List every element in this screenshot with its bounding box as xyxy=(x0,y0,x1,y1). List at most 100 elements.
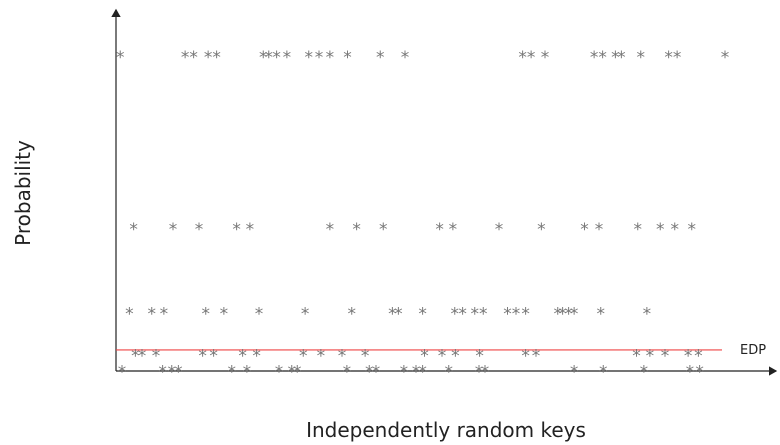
y-axis-label: Probability xyxy=(11,140,35,246)
data-point: * xyxy=(181,48,190,68)
data-point: * xyxy=(168,363,177,383)
data-point: * xyxy=(558,304,567,324)
data-point: * xyxy=(304,48,313,68)
data-point: * xyxy=(537,220,546,240)
data-point: * xyxy=(272,48,281,68)
data-point: * xyxy=(451,346,460,366)
data-point: * xyxy=(299,346,308,366)
data-point: * xyxy=(412,363,421,383)
data-point: * xyxy=(656,220,665,240)
data-point: * xyxy=(481,363,490,383)
data-point: * xyxy=(637,48,646,68)
data-point: * xyxy=(643,304,652,324)
data-point: * xyxy=(580,220,589,240)
data-point: * xyxy=(394,304,403,324)
data-point: * xyxy=(617,48,626,68)
data-point: * xyxy=(435,220,444,240)
data-point: * xyxy=(212,48,221,68)
data-point: * xyxy=(343,48,352,68)
data-point: * xyxy=(661,346,670,366)
data-point: * xyxy=(204,48,213,68)
data-point: * xyxy=(471,304,480,324)
data-point: * xyxy=(227,363,236,383)
data-point: * xyxy=(599,363,608,383)
data-point: * xyxy=(275,363,284,383)
data-point: * xyxy=(687,220,696,240)
data-point: * xyxy=(174,363,183,383)
data-point: * xyxy=(590,48,599,68)
data-point: * xyxy=(570,363,579,383)
data-point: * xyxy=(686,363,695,383)
data-point: * xyxy=(475,346,484,366)
data-point: * xyxy=(670,220,679,240)
data-point: * xyxy=(595,220,604,240)
data-point: * xyxy=(401,48,410,68)
data-point: * xyxy=(138,346,147,366)
data-point: * xyxy=(361,346,370,366)
data-point: * xyxy=(527,48,536,68)
data-point: * xyxy=(246,220,255,240)
data-point: * xyxy=(264,48,273,68)
data-point: * xyxy=(301,304,310,324)
data-point: * xyxy=(503,304,512,324)
data-point: * xyxy=(418,304,427,324)
data-point: * xyxy=(512,304,521,324)
data-point: * xyxy=(195,220,204,240)
data-point: * xyxy=(475,363,484,383)
data-point: * xyxy=(479,304,488,324)
data-point: * xyxy=(287,363,296,383)
data-point: * xyxy=(521,304,530,324)
data-point: * xyxy=(158,363,167,383)
data-point: * xyxy=(338,346,347,366)
data-point: * xyxy=(255,304,264,324)
data-point: * xyxy=(347,304,356,324)
data-point: * xyxy=(326,220,335,240)
data-point: * xyxy=(388,304,397,324)
data-point: * xyxy=(400,363,409,383)
data-point: * xyxy=(438,346,447,366)
data-point: * xyxy=(352,220,361,240)
data-point: * xyxy=(118,363,127,383)
data-point: * xyxy=(129,220,138,240)
data-point: * xyxy=(189,48,198,68)
data-point: * xyxy=(293,363,302,383)
data-point: * xyxy=(343,363,352,383)
data-point: * xyxy=(420,346,429,366)
data-point: * xyxy=(570,304,579,324)
data-point: * xyxy=(232,220,241,240)
data-point: * xyxy=(444,363,453,383)
data-point: * xyxy=(495,220,504,240)
data-point: * xyxy=(554,304,563,324)
data-point: * xyxy=(564,304,573,324)
data-point: * xyxy=(116,48,125,68)
data-point: * xyxy=(379,220,388,240)
data-point: * xyxy=(201,304,210,324)
data-point: * xyxy=(125,304,134,324)
data-point: * xyxy=(418,363,427,383)
data-point: * xyxy=(694,346,703,366)
data-point: * xyxy=(611,48,620,68)
data-point: * xyxy=(458,304,467,324)
data-point: * xyxy=(721,48,730,68)
data-point: * xyxy=(315,48,324,68)
data-point: * xyxy=(152,346,161,366)
data-point: * xyxy=(521,346,530,366)
data-point: * xyxy=(640,363,649,383)
data-point: * xyxy=(238,346,247,366)
data-point: * xyxy=(518,48,527,68)
data-point: * xyxy=(169,220,178,240)
data-point: * xyxy=(634,220,643,240)
data-point: * xyxy=(198,346,207,366)
data-point: * xyxy=(646,346,655,366)
data-point: * xyxy=(532,346,541,366)
data-point: * xyxy=(259,48,268,68)
data-point: * xyxy=(451,304,460,324)
data-point: * xyxy=(376,48,385,68)
data-point: * xyxy=(597,304,606,324)
data-point: * xyxy=(209,346,218,366)
data-point: * xyxy=(160,304,169,324)
data-point: * xyxy=(684,346,693,366)
data-point: * xyxy=(664,48,673,68)
data-point: * xyxy=(365,363,374,383)
